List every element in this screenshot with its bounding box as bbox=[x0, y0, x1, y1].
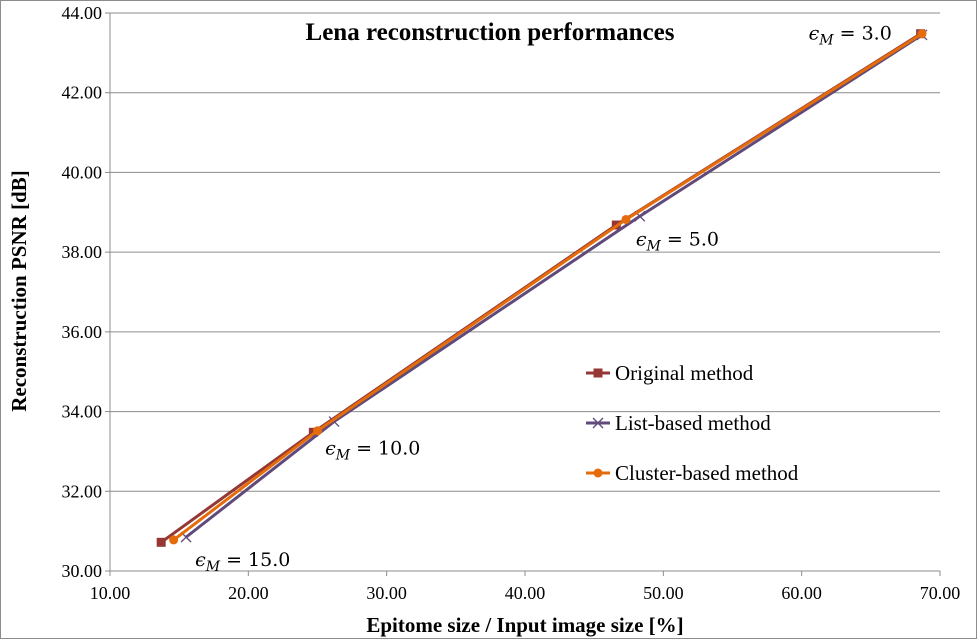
y-tick-label: 34.00 bbox=[62, 402, 103, 422]
epsilon-symbol: ϵ bbox=[636, 228, 647, 250]
epsilon-annotation: ϵM = 10.0 bbox=[325, 438, 420, 464]
data-point-circle bbox=[313, 426, 322, 436]
epsilon-value: = 10.0 bbox=[356, 438, 420, 460]
epsilon-symbol: ϵ bbox=[325, 438, 336, 460]
epsilon-annotation: ϵM = 5.0 bbox=[636, 228, 719, 254]
data-point-x bbox=[592, 417, 604, 429]
y-tick-label: 32.00 bbox=[62, 481, 103, 501]
x-tick-label: 40.00 bbox=[505, 583, 546, 603]
legend-label: Cluster-based method bbox=[615, 461, 799, 485]
x-stroke bbox=[180, 531, 192, 543]
data-point-circle bbox=[917, 29, 927, 39]
epsilon-subscript: M bbox=[818, 33, 834, 49]
y-tick-label: 44.00 bbox=[62, 3, 103, 23]
data-point-circle bbox=[169, 535, 179, 545]
x-stroke bbox=[592, 417, 604, 429]
epsilon-subscript: M bbox=[645, 238, 661, 254]
x-tick-label: 70.00 bbox=[920, 583, 961, 603]
data-point-square bbox=[593, 368, 603, 378]
legend: Original method List-based method Cluster-… bbox=[586, 361, 799, 485]
epsilon-value: = 3.0 bbox=[840, 23, 892, 45]
y-tick-label: 30.00 bbox=[62, 561, 103, 581]
data-series bbox=[156, 29, 928, 547]
epsilon-symbol: ϵ bbox=[809, 23, 820, 45]
legend-item: Cluster-based method bbox=[586, 461, 799, 485]
data-point-circle bbox=[593, 468, 603, 478]
y-tick-label: 38.00 bbox=[62, 242, 103, 262]
series-cluster-based-method bbox=[169, 29, 927, 545]
chart-title: Lena reconstruction performances bbox=[306, 19, 675, 46]
x-stroke bbox=[634, 210, 646, 222]
legend-item: List-based method bbox=[586, 411, 771, 435]
y-tick-label: 40.00 bbox=[62, 162, 103, 182]
y-tick-label: 42.00 bbox=[62, 83, 103, 103]
series-line bbox=[185, 33, 923, 539]
axes bbox=[105, 12, 941, 576]
annotations: ϵM = 3.0ϵM = 5.0ϵM = 10.0ϵM = 15.0 bbox=[195, 23, 892, 575]
epsilon-subscript: M bbox=[205, 559, 221, 575]
epsilon-subscript: M bbox=[335, 448, 351, 464]
epsilon-value: = 15.0 bbox=[226, 549, 290, 571]
epsilon-annotation: ϵM = 3.0 bbox=[809, 23, 892, 49]
x-tick-label: 20.00 bbox=[228, 583, 269, 603]
x-tick-label: 10.00 bbox=[90, 583, 131, 603]
x-axis-title: Epitome size / Input image size [%] bbox=[366, 613, 683, 637]
y-tick-label: 36.00 bbox=[62, 322, 103, 342]
legend-label: Original method bbox=[615, 361, 754, 385]
tick-labels: 30.00 32.00 34.00 36.00 38.00 40.00 42.00 44.00… bbox=[62, 3, 961, 603]
legend-item: Original method bbox=[586, 361, 754, 385]
x-tick-label: 30.00 bbox=[366, 583, 407, 603]
series-list-based-method bbox=[180, 29, 928, 543]
y-axis-title: Reconstruction PSNR [dB] bbox=[7, 170, 31, 412]
epsilon-value: = 5.0 bbox=[667, 228, 719, 250]
legend-label: List-based method bbox=[615, 411, 771, 435]
gridlines bbox=[110, 12, 940, 492]
epsilon-symbol: ϵ bbox=[195, 549, 206, 571]
series-line bbox=[172, 32, 923, 542]
x-tick-label: 60.00 bbox=[781, 583, 822, 603]
data-point-circle bbox=[621, 214, 631, 224]
x-tick-label: 50.00 bbox=[643, 583, 684, 603]
data-point-square bbox=[156, 537, 166, 547]
epsilon-annotation: ϵM = 15.0 bbox=[195, 549, 290, 575]
